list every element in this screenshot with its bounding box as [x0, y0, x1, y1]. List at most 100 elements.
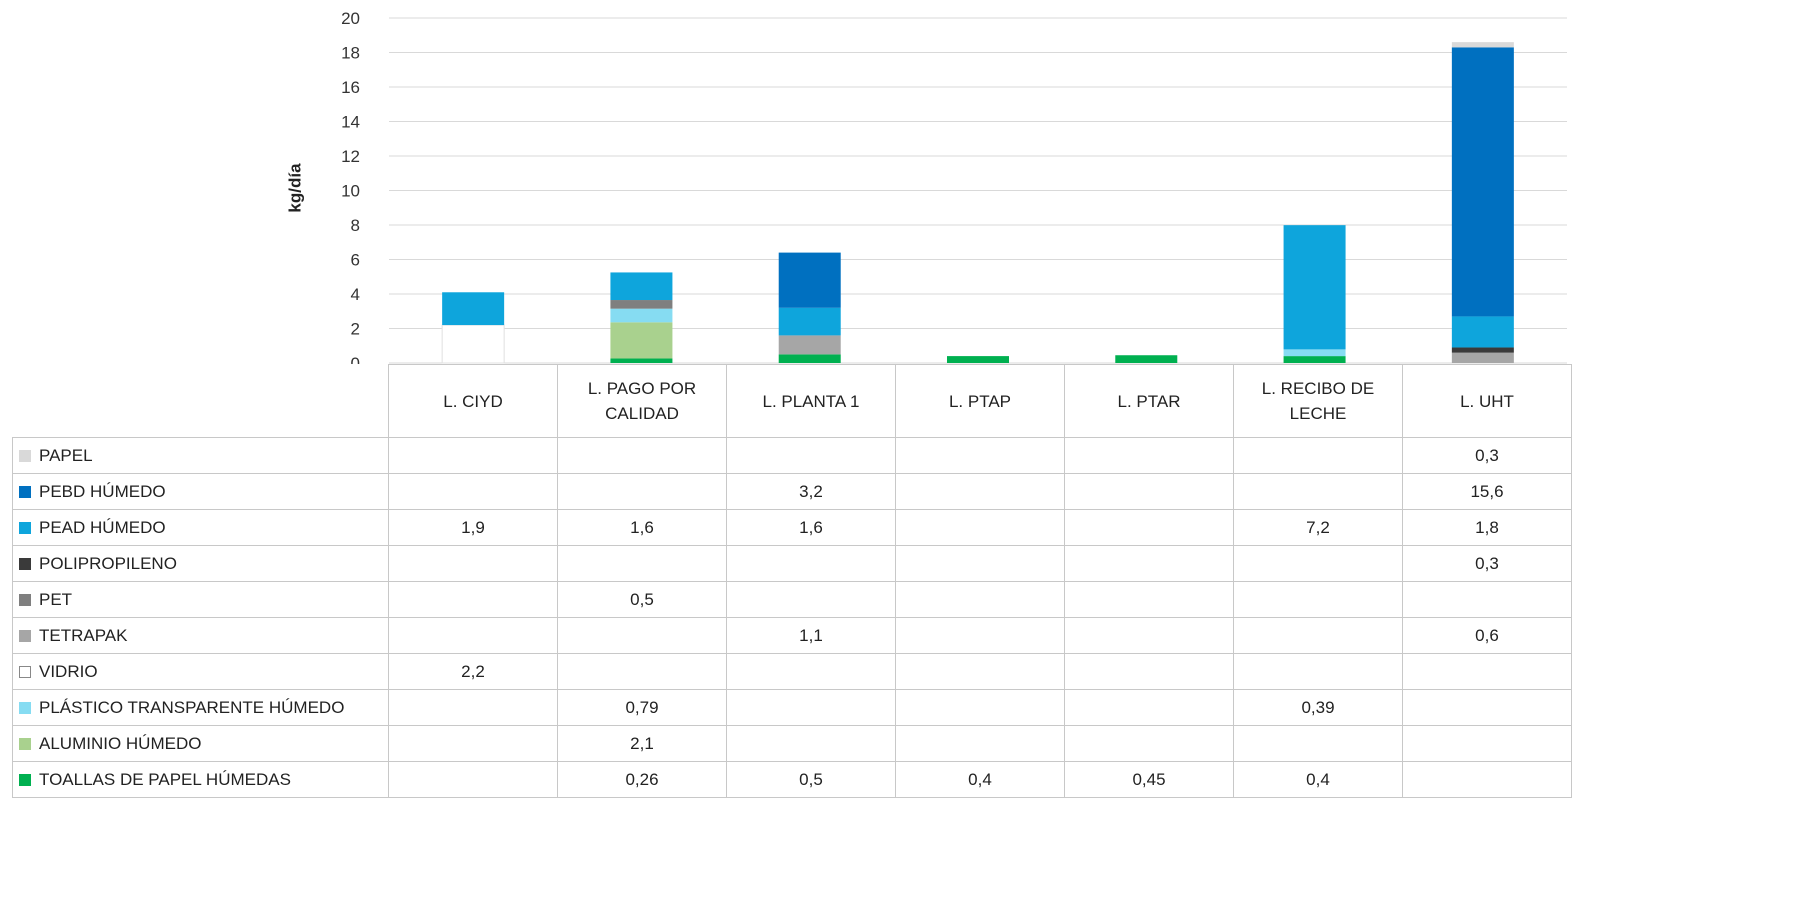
bar-segment: [778, 354, 841, 363]
legend-swatch: [19, 773, 31, 786]
table-cell: 1,6: [557, 509, 727, 546]
table-cell: [388, 689, 558, 726]
table-row: TOALLAS DE PAPEL HÚMEDAS 0,26 0,5 0,4 0,45 0,…: [12, 761, 1572, 798]
legend-entry: TETRAPAK: [12, 617, 389, 654]
x-category-label: L. PTAP: [895, 364, 1065, 438]
table-cell: [726, 437, 896, 474]
table-cell: [388, 473, 558, 510]
legend-entry: VIDRIO: [12, 653, 389, 690]
table-cell: [1233, 473, 1403, 510]
table-cell: 0,5: [557, 581, 727, 618]
bar-segment: [778, 335, 841, 355]
table-cell: [388, 437, 558, 474]
table-cell: [557, 437, 727, 474]
table-row: PAPEL 0,3: [12, 437, 1572, 474]
table-row: POLIPROPILENO 0,3: [12, 545, 1572, 582]
table-cell: 0,4: [1233, 761, 1403, 798]
y-tick-label: 0: [351, 354, 360, 364]
table-cell: [895, 725, 1065, 762]
legend-label: PLÁSTICO TRANSPARENTE HÚMEDO: [39, 697, 345, 717]
legend-swatch: [19, 593, 31, 606]
bar-segment: [610, 308, 673, 323]
table-row: ALUMINIO HÚMEDO 2,1: [12, 725, 1572, 762]
table-row: VIDRIO 2,2: [12, 653, 1572, 690]
legend-swatch: [19, 521, 31, 534]
y-tick-label: 8: [351, 216, 360, 235]
table-cell: [1233, 545, 1403, 582]
y-axis-label: kg/día: [286, 163, 305, 213]
bar-segment: [1283, 349, 1346, 357]
table-cell: [1402, 581, 1572, 618]
legend-label: TOALLAS DE PAPEL HÚMEDAS: [39, 769, 291, 789]
x-category-label: L. CIYD: [388, 364, 558, 438]
table-cell: 0,45: [1064, 761, 1234, 798]
table-cell: [895, 581, 1065, 618]
legend-swatch: [19, 737, 31, 750]
bar-segment: [1451, 316, 1514, 348]
table-cell: 1,1: [726, 617, 896, 654]
y-tick-label: 12: [341, 147, 360, 166]
table-cell: [726, 689, 896, 726]
table-cell: [1064, 473, 1234, 510]
bar-segment: [1451, 347, 1514, 353]
bar-segment: [1451, 42, 1514, 48]
table-cell: 0,26: [557, 761, 727, 798]
table-cell: [1064, 437, 1234, 474]
table-cell: [1233, 725, 1403, 762]
legend-label: PET: [39, 589, 73, 609]
table-cell: 0,79: [557, 689, 727, 726]
table-cell: 0,5: [726, 761, 896, 798]
table-cell: 7,2: [1233, 509, 1403, 546]
y-tick-label: 10: [341, 182, 360, 201]
table-cell: [726, 653, 896, 690]
y-tick-label: 20: [341, 9, 360, 28]
table-cell: [388, 761, 558, 798]
table-cell: [1064, 617, 1234, 654]
legend-entry: TOALLAS DE PAPEL HÚMEDAS: [12, 761, 389, 798]
bar-segment: [441, 324, 505, 364]
table-row: PEBD HÚMEDO 3,2 15,6: [12, 473, 1572, 510]
bar-segment: [610, 300, 673, 309]
table-cell: [1402, 689, 1572, 726]
table-cell: [388, 545, 558, 582]
table-cell: [388, 581, 558, 618]
table-cell: [557, 545, 727, 582]
table-cell: 0,4: [895, 761, 1065, 798]
table-cell: [1233, 437, 1403, 474]
bar-segment: [778, 252, 841, 308]
legend-label: ALUMINIO HÚMEDO: [39, 733, 202, 753]
y-tick-label: 4: [351, 285, 360, 304]
data-table: L. CIYD L. PAGO POR CALIDAD L. PLANTA 1 L. P…: [12, 364, 1572, 798]
y-tick-label: 18: [341, 44, 360, 63]
table-cell: 3,2: [726, 473, 896, 510]
x-category-label: L. RECIBO DE LECHE: [1233, 364, 1403, 438]
table-cell: 2,1: [557, 725, 727, 762]
y-tick-label: 6: [351, 251, 360, 270]
table-cell: 1,8: [1402, 509, 1572, 546]
bar-segment: [1451, 352, 1514, 363]
table-cell: [1402, 761, 1572, 798]
table-cell: [1064, 689, 1234, 726]
table-cell: [895, 689, 1065, 726]
table-cell: [726, 581, 896, 618]
bar-segment: [1115, 355, 1178, 363]
stacked-bar-chart: 0 2 4 6 8 10 12 14 16 18 20: [341, 9, 1567, 364]
table-corner: [13, 365, 389, 438]
legend-swatch: [19, 557, 31, 570]
table-cell: [1064, 725, 1234, 762]
y-axis-ticks: 0 2 4 6 8 10 12 14 16 18 20: [341, 9, 360, 364]
table-cell: 0,39: [1233, 689, 1403, 726]
legend-label: VIDRIO: [39, 661, 98, 681]
table-cell: [1233, 581, 1403, 618]
bar-segment: [610, 358, 673, 363]
x-category-label: L. PTAR: [1064, 364, 1234, 438]
bar-segment: [610, 322, 673, 359]
bar-segment: [947, 356, 1009, 363]
table-row: PEAD HÚMEDO 1,9 1,6 1,6 7,2 1,8: [12, 509, 1572, 546]
table-cell: [388, 725, 558, 762]
table-cell: 2,2: [388, 653, 558, 690]
table-cell: [557, 617, 727, 654]
table-cell: [557, 653, 727, 690]
bar-segment: [1451, 47, 1514, 317]
table-cell: [895, 653, 1065, 690]
